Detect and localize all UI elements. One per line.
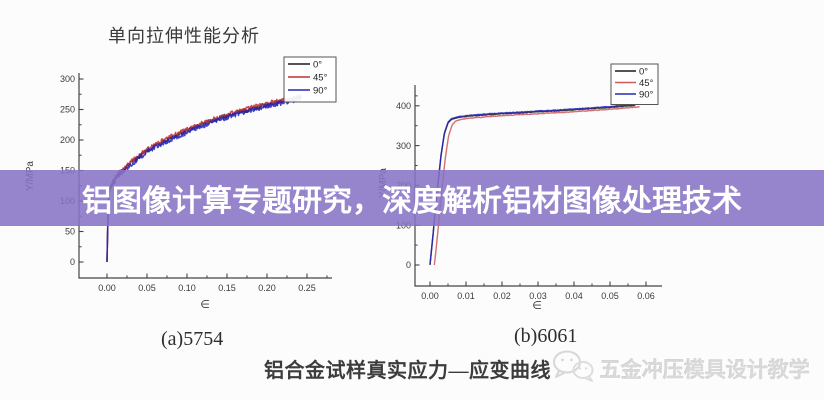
wechat-logo-icon — [551, 349, 595, 388]
x-tick-label: 0.15 — [218, 283, 236, 293]
x-tick-label: 0.05 — [601, 291, 619, 301]
subcaption-b: (b)6061 — [514, 325, 578, 347]
figure-caption: 铝合金试样真实应力—应变曲线 — [264, 360, 551, 382]
subcaption-a: (a)5754 — [161, 328, 224, 350]
x-tick-label: 0.20 — [258, 283, 276, 293]
x-tick-label: 0.00 — [421, 291, 439, 301]
x-tick-label: 0.06 — [637, 291, 655, 301]
banner: 铝图像计算专题研究，深度解析铝材图像处理技术 — [0, 170, 824, 226]
x-tick-label: 0.10 — [178, 283, 196, 293]
y-tick-label: 200 — [60, 135, 75, 145]
x-tick-label: 0.02 — [493, 291, 511, 301]
y-tick-label: 50 — [65, 227, 75, 237]
legend-label: 45° — [313, 72, 328, 83]
x-tick-label: 0.05 — [138, 283, 156, 293]
x-tick-label: 0.03 — [529, 291, 547, 301]
chart-a-5754: 0501001502002503000.000.050.100.150.200.… — [25, 26, 337, 311]
series-line-45° — [433, 106, 640, 266]
x-tick-label: 0.04 — [565, 291, 583, 301]
x-axis-label: ∈ — [532, 300, 542, 312]
x-tick-label: 0.00 — [98, 283, 116, 293]
axis-lines — [414, 85, 662, 287]
x-tick-label: 0.25 — [298, 283, 316, 293]
series-line-90° — [429, 103, 636, 265]
legend-label: 90° — [313, 85, 328, 96]
legend-label: 0° — [313, 59, 322, 70]
x-axis-label: ∈ — [200, 299, 210, 311]
axis-lines — [78, 73, 332, 279]
y-tick-label: 0 — [406, 260, 411, 270]
chart-title: 单向拉伸性能分析 — [108, 26, 260, 46]
x-tick-label: 0.01 — [457, 291, 475, 301]
y-tick-label: 400 — [396, 101, 411, 111]
watermark-text: 五金冲压模具设计教学 — [600, 358, 810, 382]
legend-label: 45° — [639, 78, 654, 89]
series-line-90° — [106, 96, 303, 263]
legend-label: 0° — [639, 66, 648, 77]
banner-title: 铝图像计算专题研究，深度解析铝材图像处理技术 — [82, 185, 742, 218]
legend-label: 90° — [639, 89, 654, 100]
y-tick-label: 0 — [70, 257, 75, 267]
watermark: 五金冲压模具设计教学 — [551, 349, 810, 388]
y-tick-label: 300 — [60, 74, 75, 84]
y-tick-label: 300 — [396, 141, 411, 151]
y-tick-label: 250 — [60, 105, 75, 115]
